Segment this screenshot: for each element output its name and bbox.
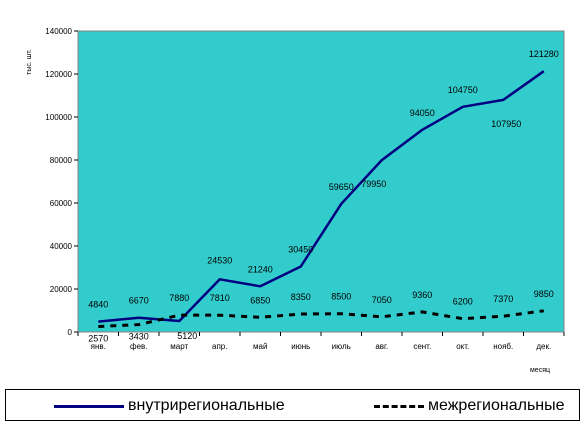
legend-swatch-dashed	[374, 404, 424, 408]
data-label: 94050	[410, 108, 435, 118]
y-tick-label: 40000	[50, 242, 73, 251]
data-label: 5120	[177, 331, 197, 341]
legend-item-internal: внутрирегиональные	[54, 397, 285, 415]
data-label: 6850	[250, 295, 270, 305]
x-tick-label: нояб.	[493, 342, 513, 351]
x-tick-label: март	[170, 342, 188, 351]
data-label: 107950	[491, 119, 521, 129]
data-label: 3430	[129, 332, 149, 342]
x-axis-title: месяц	[530, 367, 550, 374]
y-tick-label: 0	[68, 328, 73, 337]
x-tick-label: янв.	[91, 342, 106, 351]
data-label: 7370	[493, 294, 513, 304]
data-label: 2570	[88, 333, 108, 343]
data-label: 7880	[169, 293, 189, 303]
data-label: 8350	[291, 292, 311, 302]
data-label: 24530	[207, 255, 232, 265]
data-label: 4840	[88, 300, 108, 310]
series-line-interregional	[98, 309, 544, 328]
legend: внутрирегиональные межрегиональные	[5, 389, 580, 421]
y-axis-title: тыс. шт.	[26, 49, 33, 75]
y-tick-label: 140000	[45, 27, 72, 36]
data-label: 9360	[412, 290, 432, 300]
plot-area	[77, 30, 565, 333]
x-tick-label: май	[253, 342, 267, 351]
x-tick-label: июль	[332, 342, 351, 351]
data-label: 9850	[534, 289, 554, 299]
data-label: 21240	[248, 264, 273, 274]
y-tick-label: 60000	[50, 199, 73, 208]
y-tick-label: 120000	[45, 70, 72, 79]
data-label: 121280	[529, 49, 559, 59]
x-tick-label: фев.	[130, 342, 148, 351]
x-tick-label: авг.	[375, 342, 388, 351]
x-tick-label: апр.	[212, 342, 227, 351]
legend-label-internal: внутрирегиональные	[128, 397, 285, 414]
data-label: 104750	[448, 85, 478, 95]
data-label: 30450	[288, 245, 313, 255]
legend-label-interregional: межрегиональные	[428, 397, 565, 414]
y-tick-label: 20000	[50, 285, 73, 294]
legend-swatch-solid	[54, 404, 124, 408]
series-line-internal	[98, 70, 545, 323]
data-label: 8500	[331, 292, 351, 302]
data-label: 7050	[372, 295, 392, 305]
data-label: 6200	[453, 297, 473, 307]
x-tick-label: сент.	[413, 342, 431, 351]
x-tick-label: окт.	[456, 342, 469, 351]
x-tick-label: дек.	[536, 342, 551, 351]
data-label: 7810	[210, 293, 230, 303]
legend-item-interregional: межрегиональные	[374, 397, 565, 415]
y-tick-label: 100000	[45, 113, 72, 122]
data-label: 6670	[129, 296, 149, 306]
data-label: 59650	[329, 182, 354, 192]
y-tick-label: 80000	[50, 156, 73, 165]
data-label: 79950	[361, 179, 386, 189]
x-tick-label: июнь	[291, 342, 310, 351]
